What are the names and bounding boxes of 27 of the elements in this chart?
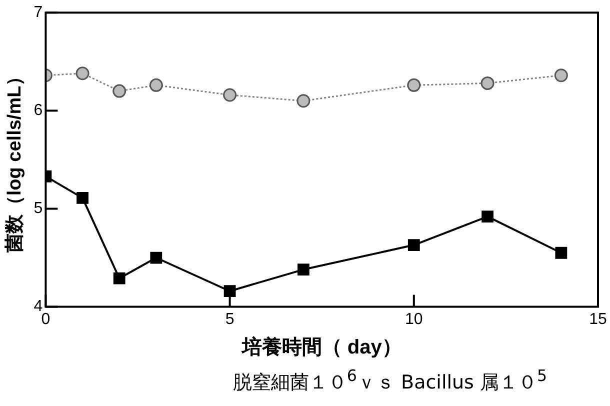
point	[112, 84, 126, 98]
x-axis-title: 培養時間（ day）	[240, 336, 402, 359]
point	[149, 78, 163, 92]
x-tick-label: 10	[405, 310, 423, 328]
point	[150, 252, 162, 264]
point	[113, 272, 126, 284]
y-tick-label: 5	[34, 200, 43, 218]
point	[224, 285, 236, 298]
point	[296, 94, 310, 108]
point	[482, 210, 494, 223]
y-tick-label: 4	[34, 298, 43, 316]
point	[480, 76, 494, 90]
point	[407, 78, 421, 92]
x-tick-label: 15	[589, 310, 607, 328]
point	[76, 192, 88, 204]
point	[555, 246, 568, 259]
point	[297, 264, 310, 276]
x-tick-label: 0	[41, 310, 50, 328]
text: 脱窒細菌１０$^{6}$ｖｓ Bacillus 属１０$^{5}$	[232, 366, 548, 396]
point	[223, 88, 237, 102]
y-axis-title: 菌数（log cells/mL）	[4, 66, 26, 254]
y-tick-label: 7	[34, 4, 43, 22]
point	[408, 239, 420, 251]
point	[76, 66, 90, 80]
x-tick-label: 5	[225, 310, 234, 328]
point	[554, 68, 568, 82]
y-tick-label: 6	[34, 102, 43, 120]
